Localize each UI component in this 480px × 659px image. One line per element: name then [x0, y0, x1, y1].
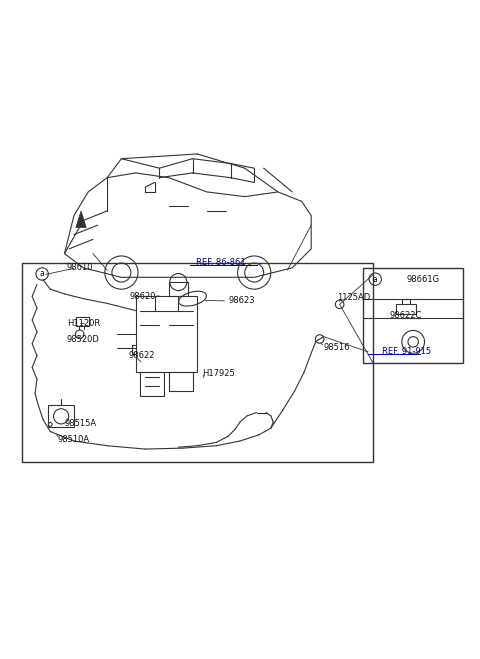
- Text: 98661G: 98661G: [406, 275, 439, 284]
- Text: a: a: [373, 275, 378, 284]
- Text: 1125AD: 1125AD: [337, 293, 371, 302]
- Text: 98515A: 98515A: [64, 419, 96, 428]
- Bar: [48, 405, 74, 427]
- Text: H17925: H17925: [202, 368, 235, 378]
- Bar: [396, 304, 417, 314]
- Text: a: a: [40, 270, 45, 279]
- Bar: [140, 372, 164, 396]
- Text: REF. 91-915: REF. 91-915: [383, 347, 432, 357]
- Text: H1120R: H1120R: [67, 319, 100, 328]
- Polygon shape: [76, 211, 86, 227]
- Text: 98520D: 98520D: [67, 335, 100, 345]
- Bar: [169, 282, 188, 297]
- Bar: [363, 268, 463, 362]
- Text: 98622: 98622: [129, 351, 155, 360]
- Text: 98610: 98610: [67, 264, 93, 272]
- Bar: [136, 297, 197, 372]
- Text: 98516: 98516: [323, 343, 349, 352]
- Text: 98620: 98620: [130, 292, 156, 301]
- Text: REF. 86-861: REF. 86-861: [196, 258, 246, 267]
- Text: 98510A: 98510A: [57, 435, 89, 444]
- Bar: [76, 317, 89, 326]
- Bar: [169, 372, 192, 391]
- Text: 98622C: 98622C: [389, 311, 422, 320]
- Text: 98623: 98623: [228, 296, 255, 304]
- Bar: [22, 263, 373, 463]
